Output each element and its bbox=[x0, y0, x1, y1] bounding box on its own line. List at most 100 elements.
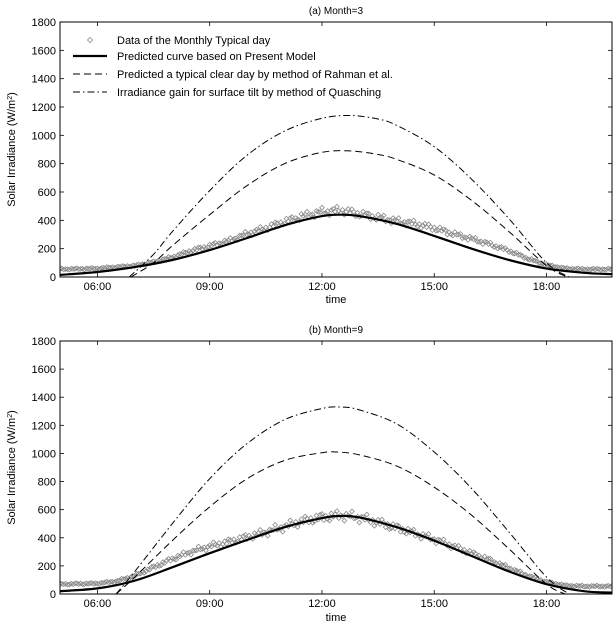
data-point bbox=[60, 581, 67, 588]
data-point bbox=[296, 217, 303, 224]
data-point bbox=[609, 266, 612, 272]
data-point bbox=[317, 511, 323, 518]
data-point bbox=[506, 249, 512, 256]
data-point bbox=[356, 519, 363, 526]
data-point bbox=[75, 581, 82, 587]
data-point bbox=[203, 547, 209, 554]
data-point bbox=[465, 236, 471, 243]
legend-label: Predicted a typical clear day by method … bbox=[117, 69, 393, 81]
y-tick-label: 1000 bbox=[32, 448, 56, 460]
data-point bbox=[532, 257, 539, 264]
chart-month-3: (a) Month=3 0 200 400 600 800 1000 1200 1400 1600… bbox=[6, 6, 613, 306]
data-point bbox=[103, 264, 110, 270]
data-point bbox=[386, 526, 393, 532]
data-point bbox=[107, 579, 114, 585]
y-tick-label: 400 bbox=[38, 533, 56, 545]
data-point bbox=[536, 260, 542, 267]
series-line-dashdot bbox=[128, 114, 570, 277]
data-point bbox=[92, 265, 99, 272]
data-point bbox=[403, 530, 410, 537]
chart-month-9: (b) Month=9 0 200 400 600 800 1000 1200 1400 1600… bbox=[6, 325, 613, 624]
x-tick-label: 18:00 bbox=[533, 598, 561, 610]
data-point bbox=[545, 262, 552, 268]
data-point bbox=[72, 265, 78, 272]
x-tick-label: 09:00 bbox=[196, 281, 224, 293]
data-point bbox=[326, 517, 333, 524]
y-tick-label: 0 bbox=[50, 589, 56, 601]
legend-label: Predicted curve based on Present Model bbox=[117, 51, 316, 63]
series-measured-data bbox=[60, 203, 612, 273]
x-tick-label: 15:00 bbox=[420, 281, 448, 293]
data-point bbox=[609, 582, 612, 589]
data-point bbox=[364, 511, 370, 518]
data-point bbox=[135, 570, 142, 577]
x-tick-label: 12:00 bbox=[308, 281, 336, 293]
data-point bbox=[208, 242, 215, 249]
series-line-dashdot bbox=[115, 406, 570, 594]
data-point bbox=[388, 525, 395, 532]
data-point bbox=[422, 220, 428, 227]
data-point bbox=[188, 551, 194, 558]
data-point bbox=[120, 576, 127, 583]
data-point bbox=[204, 543, 211, 550]
chart-title: (a) Month=3 bbox=[309, 6, 364, 17]
series-line-solid bbox=[60, 213, 612, 276]
data-point bbox=[319, 204, 325, 211]
data-point bbox=[408, 220, 415, 227]
data-point bbox=[60, 266, 63, 272]
data-point bbox=[597, 583, 604, 590]
legend-item: Predicted curve based on Present Model bbox=[73, 51, 316, 63]
data-point bbox=[156, 563, 163, 569]
data-point bbox=[141, 569, 148, 576]
data-point bbox=[515, 252, 522, 258]
data-point bbox=[289, 214, 295, 220]
data-point bbox=[307, 211, 314, 218]
data-point bbox=[494, 245, 501, 252]
axes-frame bbox=[59, 21, 613, 278]
data-point bbox=[60, 580, 63, 587]
y-tick-label: 200 bbox=[38, 561, 56, 573]
data-point bbox=[83, 265, 90, 272]
series-measured-data bbox=[60, 508, 612, 590]
data-point bbox=[500, 246, 507, 253]
data-point bbox=[173, 556, 179, 563]
data-point bbox=[573, 582, 580, 589]
data-point bbox=[588, 266, 595, 273]
x-tick-label: 09:00 bbox=[196, 598, 224, 610]
data-point bbox=[287, 517, 294, 524]
data-point bbox=[345, 206, 352, 212]
data-point bbox=[440, 536, 447, 543]
data-point bbox=[184, 550, 191, 556]
data-point bbox=[420, 222, 426, 229]
data-point bbox=[242, 531, 249, 538]
data-point bbox=[530, 257, 537, 264]
y-tick-label: 1400 bbox=[32, 74, 56, 86]
data-point bbox=[287, 215, 294, 221]
data-point bbox=[158, 258, 164, 265]
data-point bbox=[395, 215, 402, 221]
legend-label: Data of the Monthly Typical day bbox=[117, 35, 271, 47]
data-point bbox=[457, 230, 464, 237]
legend-item: Data of the Monthly Typical day bbox=[86, 35, 271, 47]
data-point bbox=[115, 577, 121, 584]
data-point bbox=[594, 265, 600, 272]
y-tick-label: 600 bbox=[38, 505, 56, 517]
data-point bbox=[102, 579, 108, 586]
data-point bbox=[472, 234, 479, 241]
y-tick-label: 1600 bbox=[32, 364, 56, 376]
x-tick-label: 15:00 bbox=[420, 598, 448, 610]
data-point bbox=[431, 224, 438, 231]
data-point bbox=[334, 508, 340, 514]
data-point bbox=[425, 530, 432, 537]
data-point bbox=[87, 265, 93, 272]
y-axis-label: Solar Irradiance (W/m2) bbox=[6, 410, 18, 525]
legend-marker bbox=[86, 36, 94, 44]
data-point bbox=[182, 552, 189, 558]
data-point bbox=[148, 563, 155, 570]
data-point bbox=[427, 223, 434, 230]
data-point bbox=[176, 553, 183, 560]
y-tick-label: 200 bbox=[38, 244, 56, 256]
data-point bbox=[588, 583, 595, 589]
data-point bbox=[470, 236, 477, 243]
y-tick-label: 600 bbox=[38, 187, 56, 199]
